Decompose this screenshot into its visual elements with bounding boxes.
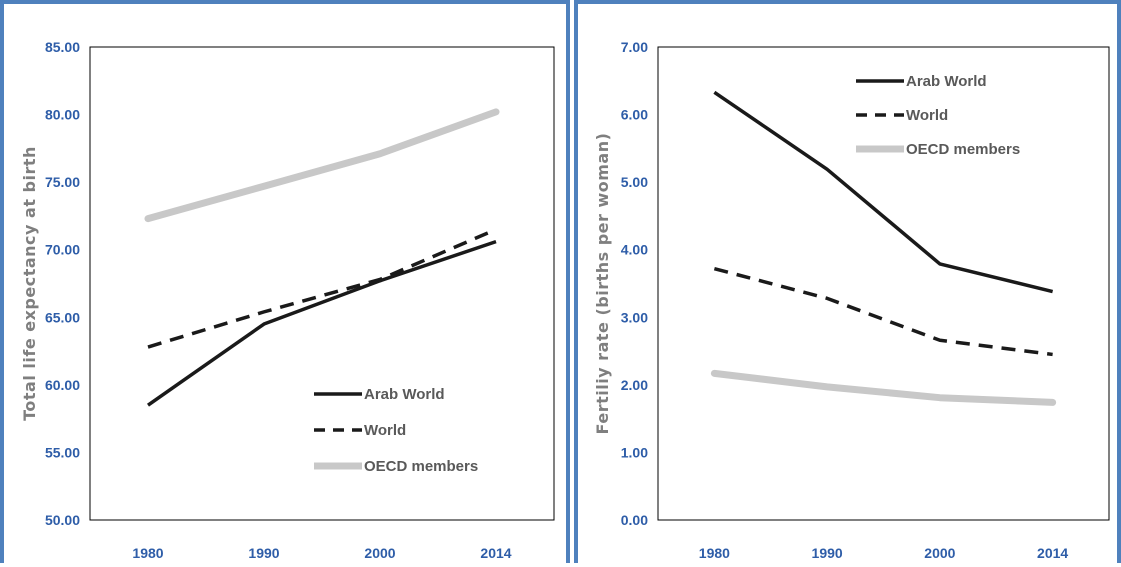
x-tick-label: 1990: [248, 545, 279, 561]
y-tick-label: 50.00: [45, 512, 80, 528]
x-tick-label: 1980: [132, 545, 163, 561]
y-tick-label: 55.00: [45, 444, 80, 460]
legend-label-arab-world: Arab World: [906, 73, 987, 90]
legend-label-world: World: [906, 107, 948, 124]
legend-label-world: World: [364, 422, 406, 439]
legend-label-arab-world: Arab World: [364, 386, 445, 403]
legend-label-oecd-members: OECD members: [364, 458, 478, 475]
y-tick-label: 4.00: [621, 242, 648, 258]
y-tick-label: 0.00: [621, 512, 648, 528]
plot-area: [89, 46, 555, 521]
x-tick-label: 1990: [812, 545, 843, 561]
series-line-world: [713, 266, 1053, 357]
life-expectancy-chart: 50.00 55.00 60.00 65.00 70.00 75.00 80.00 85.00…: [20, 39, 555, 561]
y-tick-label: 75.00: [45, 174, 80, 190]
fertility-rate-chart: 0.00 1.00 2.00 3.00 4.00 5.00 6.00 7.00 1980 1990…: [593, 39, 1110, 561]
y-tick-label: 3.00: [621, 309, 648, 325]
y-tick-label: 6.00: [621, 107, 648, 123]
y-tick-label: 70.00: [45, 242, 80, 258]
x-tick-label: 2000: [924, 545, 955, 561]
series-line-arab-world: [713, 90, 1054, 294]
x-tick-label: 2014: [1037, 545, 1068, 561]
series-line-arab-world: [146, 239, 497, 407]
y-tick-label: 80.00: [45, 107, 80, 123]
y-axis-title: Fertiliy rate (births per woman): [593, 133, 612, 435]
y-tick-label: 2.00: [621, 377, 648, 393]
y-axis-title: Total life expectancy at birth: [20, 146, 39, 421]
fertility-rate-chart-panel: 0.00 1.00 2.00 3.00 4.00 5.00 6.00 7.00 1980 1990…: [574, 0, 1121, 563]
series-line-oecd-members: [144, 108, 500, 223]
x-tick-label: 2014: [480, 545, 511, 561]
y-tick-label: 5.00: [621, 174, 648, 190]
y-tick-label: 85.00: [45, 39, 80, 55]
life-expectancy-chart-panel: 50.00 55.00 60.00 65.00 70.00 75.00 80.00 85.00…: [0, 0, 570, 563]
plot-area: [657, 46, 1110, 521]
legend-label-oecd-members: OECD members: [906, 141, 1020, 158]
x-tick-label: 2000: [364, 545, 395, 561]
y-tick-label: 65.00: [45, 309, 80, 325]
series-line-world: [147, 227, 497, 349]
y-tick-label: 1.00: [621, 444, 648, 460]
x-tick-label: 1980: [699, 545, 730, 561]
series-line-oecd-members: [710, 369, 1057, 406]
y-tick-label: 7.00: [621, 39, 648, 55]
y-tick-label: 60.00: [45, 377, 80, 393]
